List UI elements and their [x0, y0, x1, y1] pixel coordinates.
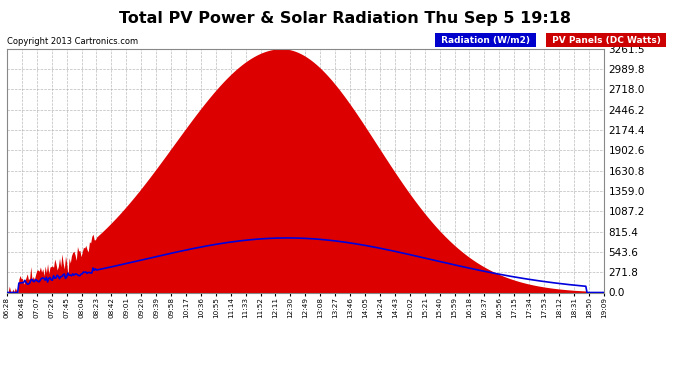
Text: PV Panels (DC Watts): PV Panels (DC Watts): [549, 36, 664, 45]
Text: Radiation (W/m2): Radiation (W/m2): [438, 36, 533, 45]
Text: Total PV Power & Solar Radiation Thu Sep 5 19:18: Total PV Power & Solar Radiation Thu Sep…: [119, 11, 571, 26]
Text: Copyright 2013 Cartronics.com: Copyright 2013 Cartronics.com: [7, 38, 138, 46]
